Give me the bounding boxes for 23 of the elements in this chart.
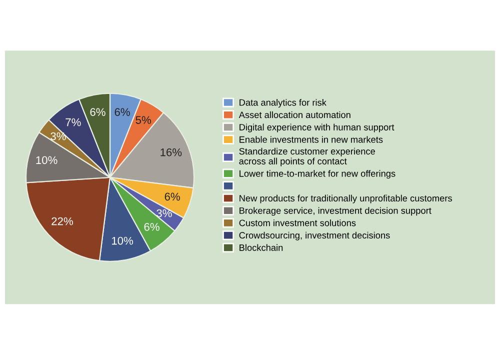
legend-label: New products for traditionally unprofitable customers xyxy=(240,194,452,204)
legend-label: Data analytics for risk xyxy=(240,99,326,108)
legend-label: Blockchain xyxy=(240,244,283,251)
data-label: 16% xyxy=(160,148,182,156)
data-label: 10% xyxy=(112,236,133,245)
legend-label: Custom investment solutions xyxy=(239,219,356,226)
legend-label: Brokerage service, investment decision support xyxy=(240,207,432,216)
legend-label: Asset allocation automation xyxy=(238,111,350,118)
data-label: 6% xyxy=(144,222,160,231)
legend-label: Digital experience with human support xyxy=(240,124,394,132)
data-label: 7% xyxy=(66,118,81,126)
legend-label: Crowdsourcing, investment decisions xyxy=(239,232,390,240)
data-label: 6% xyxy=(90,108,106,116)
data-label: 6% xyxy=(114,108,130,116)
data-label: 5% xyxy=(136,116,151,124)
data-label: 3% xyxy=(156,209,172,218)
legend-label: Lower time-to-market for new offerings xyxy=(240,170,396,179)
data-label: 6% xyxy=(164,192,180,201)
legend-label: Enable investments in new markets xyxy=(240,136,383,143)
legend-label: Standardize customer experience across all points of contact xyxy=(239,148,375,166)
data-label: 22% xyxy=(52,217,73,226)
data-label: 10% xyxy=(36,156,58,164)
data-label: 3% xyxy=(50,132,66,140)
